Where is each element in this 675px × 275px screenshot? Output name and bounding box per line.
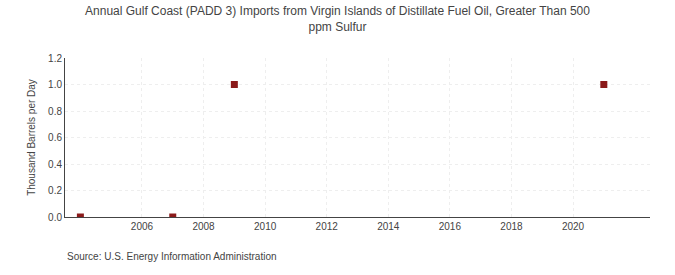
svg-text:2012: 2012 xyxy=(316,221,339,232)
svg-text:0.8: 0.8 xyxy=(48,106,62,117)
svg-text:0.6: 0.6 xyxy=(48,132,62,143)
svg-text:2008: 2008 xyxy=(192,221,215,232)
svg-text:0.4: 0.4 xyxy=(48,159,62,170)
svg-text:2010: 2010 xyxy=(254,221,277,232)
svg-text:2016: 2016 xyxy=(439,221,462,232)
svg-text:Annual Gulf Coast (PADD 3) Imp: Annual Gulf Coast (PADD 3) Imports from … xyxy=(85,4,590,34)
svg-text:Source: U.S. Energy Informatio: Source: U.S. Energy Information Administ… xyxy=(67,251,277,262)
svg-text:1.2: 1.2 xyxy=(48,53,62,64)
svg-text:0.2: 0.2 xyxy=(48,185,62,196)
svg-text:0.0: 0.0 xyxy=(48,212,62,223)
svg-text:2018: 2018 xyxy=(500,221,523,232)
svg-text:Thousand Barrels per Day: Thousand Barrels per Day xyxy=(26,79,37,196)
svg-text:2014: 2014 xyxy=(377,221,400,232)
svg-text:2020: 2020 xyxy=(562,221,585,232)
svg-text:1.0: 1.0 xyxy=(48,79,62,90)
svg-text:2006: 2006 xyxy=(131,221,154,232)
